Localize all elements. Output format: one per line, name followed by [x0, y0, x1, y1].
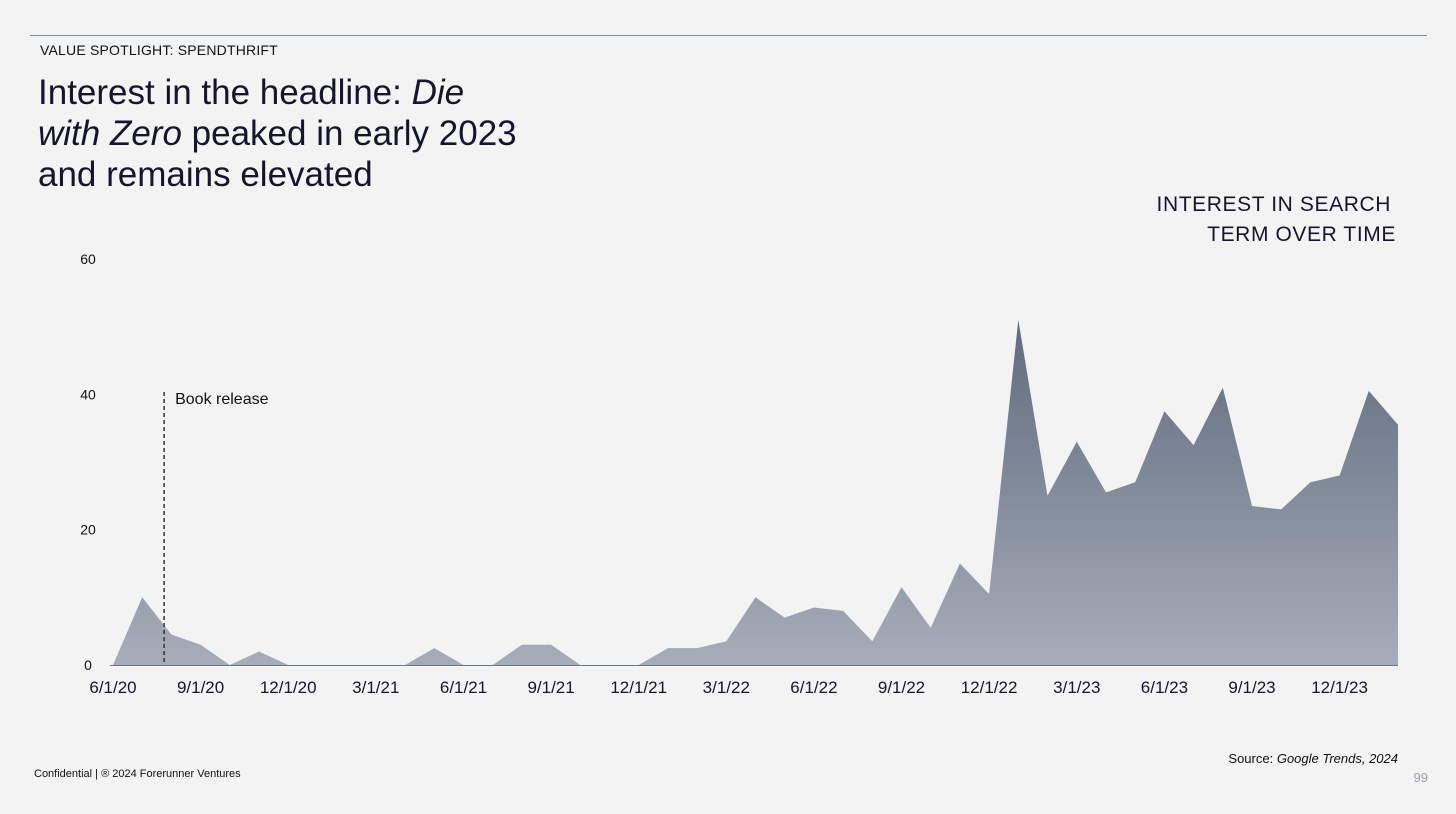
chart-title: INTEREST IN SEARCH TERM OVER TIME: [1157, 190, 1396, 250]
x-tick-label: 9/1/22: [878, 678, 925, 697]
x-tick-label: 9/1/20: [177, 678, 224, 697]
x-tick-label: 12/1/21: [610, 678, 667, 697]
x-tick-label: 3/1/21: [352, 678, 399, 697]
x-tick-label: 12/1/22: [961, 678, 1018, 697]
title-part-1: Interest in the headline:: [38, 73, 412, 112]
y-tick-label: 0: [84, 657, 92, 673]
x-tick-label: 6/1/20: [89, 678, 136, 697]
source-note: Source: Google Trends, 2024: [1228, 751, 1398, 766]
chart-title-line-1: INTEREST IN SEARCH: [1156, 193, 1391, 216]
source-name: Google Trends, 2024: [1276, 751, 1398, 766]
title-part-2: peaked in early 2023 and remains elevate…: [38, 114, 517, 194]
top-rule: [30, 35, 1427, 36]
x-tick-label: 3/1/23: [1053, 678, 1100, 697]
page-number: 99: [1413, 770, 1428, 785]
source-prefix: Source:: [1228, 751, 1277, 766]
series-area: [113, 319, 1398, 665]
x-axis: 6/1/20 9/1/20 12/1/20 3/1/21 6/1/21 9/1/21 12/…: [89, 678, 1368, 697]
title-book-name: Die with Zero: [38, 73, 465, 153]
x-tick-label: 6/1/22: [790, 678, 837, 697]
plot-area: [110, 319, 1398, 666]
x-tick-label: 9/1/23: [1228, 678, 1275, 697]
book-release-label: Book release: [175, 391, 268, 408]
y-tick-label: 60: [80, 251, 96, 267]
x-tick-label: 3/1/22: [703, 678, 750, 697]
x-tick-label: 12/1/20: [260, 678, 317, 697]
x-tick-label: 12/1/23: [1311, 678, 1368, 697]
y-axis: 0 20 40 60: [80, 251, 96, 673]
section-kicker: VALUE SPOTLIGHT: SPENDTHRIFT: [40, 42, 278, 58]
x-tick-label: 6/1/21: [440, 678, 487, 697]
y-tick-label: 40: [80, 386, 96, 402]
chart-title-line-2: TERM OVER TIME: [1207, 223, 1396, 246]
annotation-layer: Book release: [163, 391, 269, 665]
y-tick-label: 20: [80, 522, 96, 538]
x-tick-label: 9/1/21: [527, 678, 574, 697]
confidential-footer: Confidential | ® 2024 Forerunner Venture…: [34, 768, 241, 780]
slide-title: Interest in the headline: Die with Zero …: [38, 72, 518, 195]
x-tick-label: 6/1/23: [1141, 678, 1188, 697]
